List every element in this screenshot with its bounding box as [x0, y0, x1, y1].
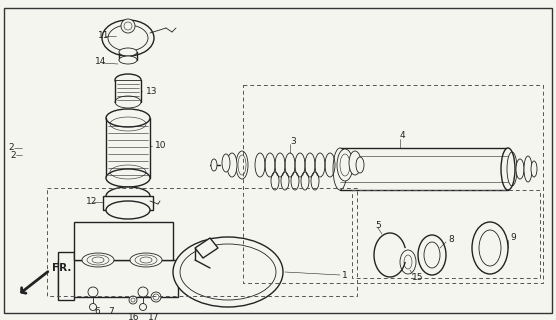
Text: FR.: FR. — [52, 263, 71, 273]
Text: 1: 1 — [342, 270, 348, 279]
Text: 14: 14 — [95, 58, 106, 67]
Text: 13: 13 — [146, 86, 157, 95]
Ellipse shape — [173, 237, 283, 307]
Ellipse shape — [531, 161, 537, 177]
Text: 5: 5 — [375, 220, 381, 229]
Text: 12: 12 — [86, 197, 97, 206]
Ellipse shape — [102, 20, 154, 56]
Ellipse shape — [424, 242, 440, 268]
Text: 2: 2 — [10, 150, 16, 159]
Text: 10: 10 — [155, 141, 166, 150]
Text: 6: 6 — [94, 308, 100, 316]
Circle shape — [121, 19, 135, 33]
Polygon shape — [58, 260, 178, 297]
Ellipse shape — [115, 74, 141, 86]
Circle shape — [129, 296, 137, 304]
Ellipse shape — [501, 148, 515, 190]
Ellipse shape — [349, 151, 361, 175]
Text: 2: 2 — [8, 143, 14, 153]
Ellipse shape — [333, 148, 347, 190]
Text: 7: 7 — [108, 308, 114, 316]
Bar — [103, 196, 153, 210]
Ellipse shape — [211, 159, 217, 171]
Circle shape — [90, 303, 97, 310]
Polygon shape — [74, 222, 173, 260]
Ellipse shape — [356, 157, 364, 173]
Text: 8: 8 — [448, 236, 454, 244]
Bar — [115, 80, 141, 102]
Text: 4: 4 — [400, 132, 406, 140]
Ellipse shape — [180, 244, 276, 300]
Polygon shape — [340, 148, 508, 190]
Text: 15: 15 — [412, 274, 424, 283]
Ellipse shape — [236, 151, 248, 179]
Ellipse shape — [400, 250, 416, 274]
Circle shape — [151, 292, 161, 302]
Ellipse shape — [418, 235, 446, 275]
Bar — [352, 190, 540, 278]
Ellipse shape — [82, 253, 114, 267]
Polygon shape — [58, 252, 74, 300]
Circle shape — [138, 287, 148, 297]
Ellipse shape — [119, 48, 137, 56]
Ellipse shape — [119, 56, 137, 64]
Polygon shape — [195, 238, 218, 258]
Ellipse shape — [337, 149, 353, 181]
Ellipse shape — [222, 154, 230, 172]
Bar — [243, 85, 543, 283]
Text: 11: 11 — [98, 31, 110, 41]
Text: 16: 16 — [128, 313, 140, 320]
Ellipse shape — [516, 159, 524, 179]
Ellipse shape — [106, 187, 150, 205]
Ellipse shape — [479, 230, 501, 266]
Ellipse shape — [106, 169, 150, 187]
Ellipse shape — [227, 153, 237, 177]
Text: 3: 3 — [290, 137, 296, 146]
Ellipse shape — [130, 253, 162, 267]
Ellipse shape — [524, 156, 532, 182]
Ellipse shape — [106, 201, 150, 219]
Text: 9: 9 — [510, 234, 516, 243]
Text: 17: 17 — [148, 313, 160, 320]
Ellipse shape — [115, 96, 141, 108]
Bar — [47, 188, 357, 296]
Ellipse shape — [106, 109, 150, 127]
Circle shape — [88, 287, 98, 297]
Ellipse shape — [472, 222, 508, 274]
Circle shape — [140, 303, 146, 310]
